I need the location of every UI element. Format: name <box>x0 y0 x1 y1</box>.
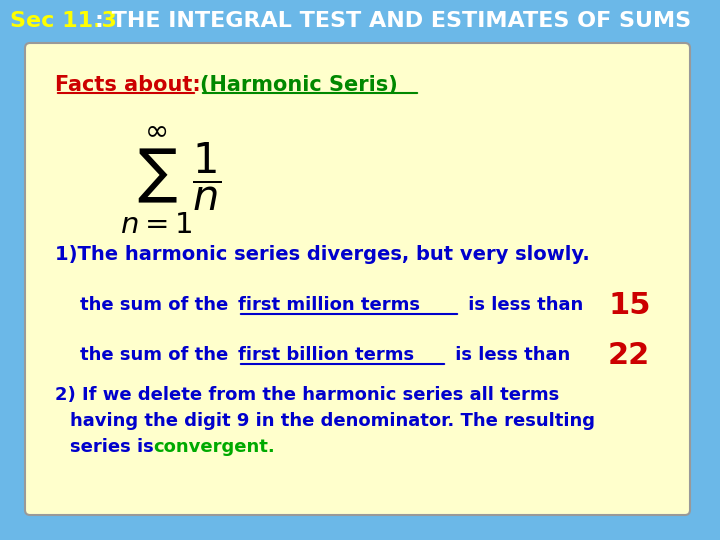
Text: : THE INTEGRAL TEST AND ESTIMATES OF SUMS: : THE INTEGRAL TEST AND ESTIMATES OF SUM… <box>95 11 691 31</box>
Text: first billion terms: first billion terms <box>238 346 414 364</box>
Text: having the digit 9 in the denominator. The resulting: having the digit 9 in the denominator. T… <box>70 412 595 430</box>
Text: 2) If we delete from the harmonic series all terms: 2) If we delete from the harmonic series… <box>55 386 559 404</box>
Text: 22: 22 <box>608 341 650 369</box>
Text: convergent.: convergent. <box>153 438 275 456</box>
FancyBboxPatch shape <box>25 43 690 515</box>
Text: the sum of the: the sum of the <box>80 346 235 364</box>
Text: the sum of the: the sum of the <box>80 296 235 314</box>
Text: $\sum_{n=1}^{\infty} \dfrac{1}{n}$: $\sum_{n=1}^{\infty} \dfrac{1}{n}$ <box>120 125 221 235</box>
Text: Facts about:: Facts about: <box>55 75 208 95</box>
Text: series is: series is <box>70 438 160 456</box>
Text: is less than: is less than <box>449 346 577 364</box>
Text: (Harmonic Seris): (Harmonic Seris) <box>200 75 397 95</box>
Text: first million terms: first million terms <box>238 296 420 314</box>
FancyBboxPatch shape <box>0 0 720 42</box>
Text: is less than: is less than <box>462 296 590 314</box>
Text: 1)The harmonic series diverges, but very slowly.: 1)The harmonic series diverges, but very… <box>55 246 590 265</box>
Text: Sec 11.3: Sec 11.3 <box>10 11 117 31</box>
Text: 15: 15 <box>608 291 650 320</box>
